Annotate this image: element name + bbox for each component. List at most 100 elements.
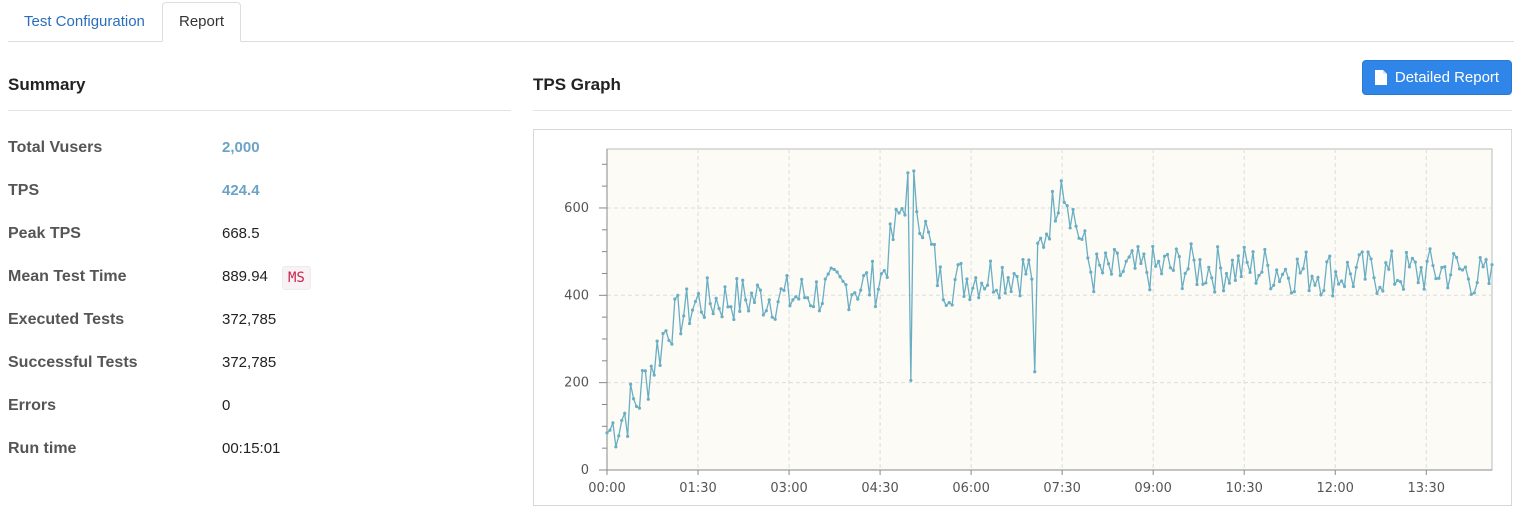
y-tick-label: 600 <box>564 201 589 216</box>
tps-point <box>741 278 745 282</box>
tps-point <box>924 219 928 223</box>
tps-point <box>1077 236 1081 240</box>
tps-point <box>1062 200 1066 204</box>
tps-point <box>1463 265 1468 269</box>
tps-point <box>1021 258 1025 262</box>
tps-point <box>841 279 845 283</box>
tps-point <box>1219 266 1223 270</box>
total-vusers-value[interactable]: 2,000 <box>222 139 260 156</box>
tps-point <box>1186 267 1190 271</box>
peak-tps-value: 668.5 <box>222 225 260 242</box>
tps-point <box>906 171 910 175</box>
tps-point <box>1393 282 1397 286</box>
tab-test-configuration[interactable]: Test Configuration <box>24 13 145 30</box>
tps-chart: 00:00 01:30 03:00 04:30 06:00 07:30 09:00 10:30… <box>564 148 1494 496</box>
summary-label: Total Vusers <box>8 139 103 156</box>
tps-point <box>1239 274 1243 279</box>
tps-point <box>947 301 951 305</box>
tps-point <box>1192 258 1196 262</box>
tps-point <box>1233 278 1237 282</box>
tps-point <box>1295 257 1299 261</box>
detailed-report-button[interactable]: Detailed Report <box>1362 60 1512 95</box>
tps-point <box>652 373 656 377</box>
tps-point <box>1419 265 1423 270</box>
tps-point <box>850 293 854 297</box>
tps-point <box>640 368 644 373</box>
tps-point <box>1047 237 1052 241</box>
tps-point <box>717 306 721 311</box>
tps-point <box>1109 272 1114 276</box>
tps-point <box>1354 265 1358 269</box>
summary-label: Executed Tests <box>8 311 125 328</box>
tps-point <box>1112 247 1116 252</box>
summary-label: Run time <box>8 440 77 457</box>
tps-point <box>1254 281 1258 285</box>
tps-point <box>676 293 680 297</box>
tab-report[interactable]: Report <box>162 2 242 42</box>
tps-point <box>1292 290 1296 294</box>
tps-point <box>1469 292 1473 296</box>
tps-point <box>1210 276 1214 280</box>
tps-point <box>1257 273 1261 278</box>
tps-point <box>1475 281 1479 285</box>
tps-point <box>614 445 618 449</box>
executed-tests-value: 372,785 <box>222 311 277 328</box>
tps-point <box>1213 290 1217 294</box>
tps-point <box>971 286 975 290</box>
tps-point <box>977 296 981 300</box>
tps-point <box>983 287 987 291</box>
tps-point <box>909 378 913 383</box>
tps-point <box>705 276 709 280</box>
tps-point <box>1313 283 1317 287</box>
tps-point <box>1245 260 1249 264</box>
tps-point <box>1221 289 1226 293</box>
tps-point <box>935 283 939 288</box>
tps-point <box>699 310 703 314</box>
tps-point <box>829 266 833 270</box>
tps-point <box>1071 207 1075 212</box>
tps-point <box>900 207 904 211</box>
tps-point <box>870 259 875 263</box>
x-tick-label: 10:30 <box>1225 481 1262 496</box>
tps-point <box>1452 252 1456 256</box>
tps-point <box>1118 273 1122 278</box>
tps-point <box>1460 268 1465 272</box>
tps-point <box>1396 278 1400 283</box>
tps-point <box>944 303 948 308</box>
tps-point <box>1357 253 1361 257</box>
tps-point <box>1422 287 1426 291</box>
tps-point <box>726 305 730 309</box>
tps-point <box>1269 287 1273 291</box>
tps-point <box>844 283 848 287</box>
tps-point <box>885 275 889 279</box>
tps-point <box>1027 258 1031 262</box>
tps-point <box>626 434 630 438</box>
tps-graph-title: TPS Graph <box>533 75 621 94</box>
tps-point <box>1080 237 1084 242</box>
tps-point <box>962 294 966 299</box>
tps-point <box>826 272 830 276</box>
tps-point <box>1092 290 1096 294</box>
tps-point <box>696 291 701 296</box>
successful-tests-value: 372,785 <box>222 354 277 371</box>
tps-point <box>1363 277 1367 281</box>
tps-point <box>1322 288 1326 293</box>
tps-point <box>1446 286 1450 290</box>
tps-value[interactable]: 424.4 <box>222 182 260 199</box>
tps-point <box>1224 271 1229 276</box>
tps-point <box>835 270 839 274</box>
detailed-report-label: Detailed Report <box>1394 69 1500 86</box>
tps-point <box>1053 219 1057 223</box>
tps-point <box>938 265 942 269</box>
x-tick-label: 03:00 <box>770 481 807 496</box>
tps-point <box>1266 263 1270 267</box>
x-tick-label: 09:00 <box>1134 481 1171 496</box>
tps-point <box>803 296 807 300</box>
tps-point <box>808 304 813 308</box>
tps-point <box>605 431 609 435</box>
tps-point <box>714 296 718 300</box>
tps-point <box>1251 250 1255 254</box>
x-tick-label: 00:00 <box>588 481 625 496</box>
run-time-value: 00:15:01 <box>222 440 281 457</box>
tps-point <box>634 404 639 409</box>
